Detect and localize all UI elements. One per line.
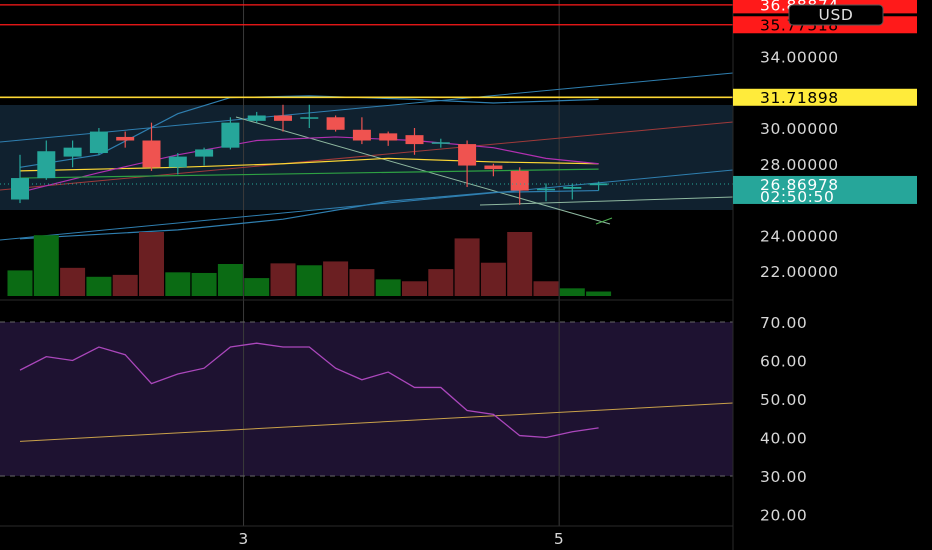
descending-trend-line [235,116,611,225]
rsi-tick-label: 40.00 [760,430,807,448]
volume-bar [244,278,270,296]
trendlines [0,72,733,241]
volume-bar [349,269,375,296]
rsi-tick-label: 70.00 [760,314,807,332]
volume-bar [480,262,506,296]
candle-body [300,117,319,119]
rsi-tick-label: 30.00 [760,468,807,486]
volume-bar [296,265,322,296]
horizontal-levels [0,4,733,99]
price-tag-label: 31.71898 [760,89,839,107]
volume-bar [217,264,243,296]
rsi-tick-label: 60.00 [760,353,807,371]
price-tag-label: 26.86978 [760,176,839,194]
candle-body [510,170,529,191]
volume-bar [191,272,217,296]
price-tick-label: 22.00000 [760,263,839,281]
price-axis[interactable]: 34.00000 30.00000 28.00000 24.00000 22.00000 [760,49,839,282]
candle-body [589,183,608,186]
candle-body [63,147,82,157]
candle-body [484,165,503,170]
price-tick-label: 24.00000 [760,227,839,245]
candle-body [274,115,292,121]
volume-bar [559,288,585,296]
volume-bar [323,261,349,296]
price-tick-label: 34.00000 [760,49,839,67]
upper-channel-line [0,72,733,143]
volume-bar [533,281,559,296]
candle-body [221,122,240,148]
volume-bar [507,232,533,296]
time-tick-label: 5 [554,530,564,548]
price-tick-label: 28.00000 [760,156,839,174]
candle-body [458,144,477,166]
ma-blue-line [19,189,599,240]
countdown-label: 02:50:50 [760,188,834,206]
target-arrow-line [595,217,613,225]
rsi-axis[interactable]: 70.00 60.00 50.00 40.00 30.00 20.00 [760,314,807,525]
support-line [479,196,733,206]
ma-green-line [19,168,599,179]
volume-bar [454,238,480,296]
candle-body [116,136,135,141]
currency-label: USD [819,6,854,24]
candle-body [142,140,161,168]
volume-bar [112,274,138,296]
volume-bars [7,232,612,296]
time-tick-label: 3 [238,530,248,548]
candlesticks [11,104,608,205]
volume-bar [270,263,296,296]
candle-body [431,142,450,144]
candle-body [168,156,187,168]
grid [243,0,560,526]
candle-body [379,133,398,141]
rsi-tick-label: 50.00 [760,391,807,409]
volume-bar [375,279,401,296]
ma-magenta-line [19,136,599,193]
volume-bar [165,272,191,296]
price-channel-fill [0,105,733,210]
volume-bar [7,270,33,296]
volume-bar [60,267,86,296]
candle-body [352,129,371,141]
rsi-band-fill [0,322,733,476]
red-trend-line [0,121,733,191]
candle-body [89,131,108,154]
currency-badge[interactable]: USD [788,4,884,26]
rsi-line [19,342,599,439]
candle-body [11,178,29,200]
volume-bar [33,235,59,296]
rsi-trendline [19,402,733,442]
candle-body [537,188,555,191]
candle-body [247,115,266,121]
volume-bar [402,281,427,296]
candle-body [405,135,424,145]
candle-body [326,117,345,130]
candle-body [37,151,56,179]
price-tag [733,175,917,204]
candle-body [195,149,214,157]
rsi-tick-label: 20.00 [760,507,807,525]
volume-bar [428,269,454,296]
price-tick-label: 30.00000 [760,120,839,138]
candle-body [563,186,582,189]
volume-bar [586,291,612,296]
volume-bar [139,232,164,296]
price-tag [733,88,917,106]
volume-bar [86,276,112,296]
